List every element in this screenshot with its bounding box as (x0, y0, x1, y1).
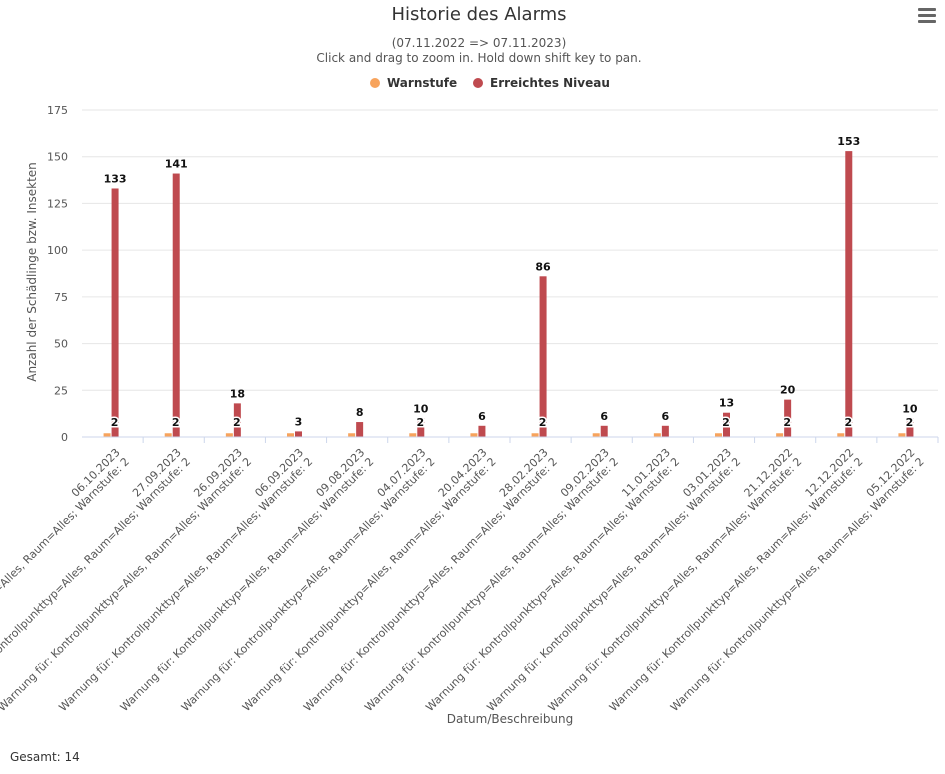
bar-warnstufe[interactable] (592, 433, 600, 437)
legend-label-warnstufe: Warnstufe (387, 76, 457, 90)
chart-subtitle-hint: Click and drag to zoom in. Hold down shi… (316, 51, 641, 65)
bar-erreichtes-niveau[interactable] (723, 412, 730, 437)
bar-warnstufe[interactable] (898, 433, 906, 437)
data-label-warnstufe: 2 (416, 416, 424, 429)
data-label-warnstufe: 2 (233, 416, 241, 429)
legend-label-erreichtes-niveau: Erreichtes Niveau (490, 76, 610, 90)
bar-erreichtes-niveau[interactable] (111, 188, 119, 437)
legend-marker-erreichtes-niveau (473, 78, 483, 88)
bar-erreichtes-niveau[interactable] (539, 276, 547, 437)
data-label-warnstufe: 2 (844, 416, 852, 429)
data-label-erreichtes-niveau: 153 (837, 135, 860, 148)
bar-warnstufe[interactable] (470, 433, 478, 437)
bar-erreichtes-niveau[interactable] (233, 403, 241, 437)
bar-warnstufe[interactable] (348, 433, 356, 437)
data-label-erreichtes-niveau: 6 (478, 410, 486, 423)
data-label-erreichtes-niveau: 20 (780, 384, 796, 397)
total-count: Gesamt: 14 (10, 750, 80, 764)
data-label-warnstufe: 2 (111, 416, 119, 429)
bar-warnstufe[interactable] (164, 433, 172, 437)
data-label-erreichtes-niveau: 6 (600, 410, 608, 423)
data-label-warnstufe: 2 (906, 416, 914, 429)
data-label-erreichtes-niveau: 10 (413, 402, 429, 415)
grid (82, 109, 938, 391)
bar-erreichtes-niveau[interactable] (661, 425, 669, 437)
data-label-erreichtes-niveau: 8 (356, 406, 364, 419)
y-tick-label: 100 (47, 244, 68, 257)
y-axis-title: Anzahl der Schädlinge bzw. Insekten (25, 162, 39, 382)
legend-marker-warnstufe (370, 78, 380, 88)
y-axis: 0 25 50 75 100 125 150 175 (47, 104, 68, 444)
hamburger-menu-icon (918, 8, 936, 11)
bar-erreichtes-niveau[interactable] (295, 431, 302, 437)
bar-erreichtes-niveau[interactable] (845, 151, 853, 437)
data-label-erreichtes-niveau: 10 (902, 402, 918, 415)
bar-erreichtes-niveau[interactable] (417, 418, 425, 437)
data-label-erreichtes-niveau: 86 (535, 260, 551, 273)
bar-warnstufe[interactable] (653, 433, 661, 437)
y-tick-label: 0 (61, 431, 68, 444)
bar-warnstufe[interactable] (103, 433, 111, 437)
y-tick-label: 125 (47, 197, 68, 210)
y-tick-label: 75 (54, 291, 68, 304)
legend-item-erreichtes-niveau[interactable]: Erreichtes Niveau (473, 76, 610, 90)
legend-item-warnstufe[interactable]: Warnstufe (370, 76, 457, 90)
data-label-erreichtes-niveau: 18 (230, 387, 245, 400)
bar-erreichtes-niveau[interactable] (784, 399, 792, 437)
bar-warnstufe[interactable] (409, 433, 417, 437)
x-axis-title: Datum/Beschreibung (447, 712, 574, 726)
bar-erreichtes-niveau[interactable] (478, 425, 486, 437)
y-tick-label: 25 (54, 384, 68, 397)
data-label-warnstufe: 2 (783, 416, 791, 429)
bar-erreichtes-niveau[interactable] (600, 425, 608, 437)
hamburger-menu-icon-line (918, 20, 936, 23)
chart-title: Historie des Alarms (391, 4, 566, 25)
y-tick-label: 150 (47, 151, 68, 164)
bar-warnstufe[interactable] (531, 433, 539, 437)
bar-warnstufe[interactable] (715, 433, 722, 437)
data-label-erreichtes-niveau: 133 (104, 172, 127, 185)
data-label-warnstufe: 2 (539, 416, 547, 429)
data-label-erreichtes-niveau: 3 (295, 415, 303, 428)
data-label-erreichtes-niveau: 141 (165, 158, 188, 171)
data-label-erreichtes-niveau: 6 (662, 410, 670, 423)
data-label-warnstufe: 2 (722, 416, 730, 429)
bar-warnstufe[interactable] (225, 433, 233, 437)
bar-warnstufe[interactable] (837, 433, 845, 437)
y-tick-label: 175 (47, 104, 68, 117)
y-tick-label: 50 (54, 338, 68, 351)
bar-erreichtes-niveau[interactable] (356, 422, 364, 437)
hamburger-menu-icon-line (918, 14, 936, 17)
bar-erreichtes-niveau[interactable] (172, 173, 180, 437)
data-label-erreichtes-niveau: 13 (719, 397, 734, 410)
bar-warnstufe[interactable] (776, 433, 784, 437)
bar-erreichtes-niveau[interactable] (906, 418, 914, 437)
data-label-warnstufe: 2 (172, 416, 180, 429)
legend: Warnstufe Erreichtes Niveau (370, 76, 610, 90)
bar-warnstufe[interactable] (287, 433, 294, 437)
chart-menu-button[interactable] (918, 8, 936, 24)
chart-subtitle-range: (07.11.2022 => 07.11.2023) (392, 36, 567, 50)
